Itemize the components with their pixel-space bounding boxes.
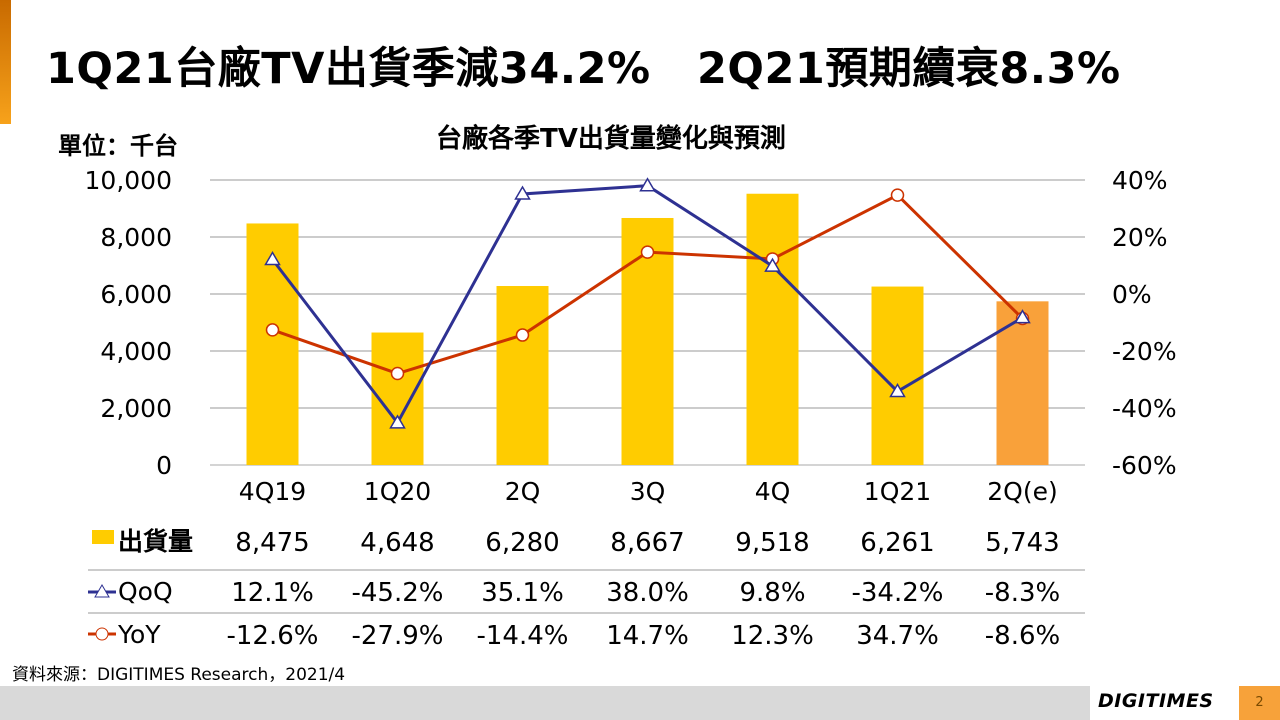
bar-2Q(e) <box>996 301 1049 465</box>
yoy-point <box>390 366 405 381</box>
left-tick-label: 0 <box>156 451 172 480</box>
left-tick-label: 10,000 <box>85 166 172 195</box>
category-label: 4Q19 <box>239 477 306 506</box>
left-tick-label: 4,000 <box>100 337 172 366</box>
right-tick-label: -40% <box>1112 394 1177 423</box>
legend-label-1: QoQ <box>118 577 173 606</box>
table-cell: 9,518 <box>735 528 809 558</box>
bar-3Q <box>621 217 674 465</box>
table-cell: 4,648 <box>360 528 434 558</box>
table-cell: 34.7% <box>856 621 939 651</box>
footer-bar <box>0 686 1090 720</box>
qoq-point <box>389 414 406 429</box>
source-note: 資料來源：DIGITIMES Research，2021/4 <box>12 665 346 685</box>
table-cell: -34.2% <box>852 578 944 608</box>
bar-4Q <box>746 193 799 465</box>
legend-label-0: 出貨量 <box>118 527 193 556</box>
right-tick-label: 20% <box>1112 223 1168 252</box>
yoy-point <box>890 188 905 202</box>
yoy-point <box>515 328 530 342</box>
table-cell: 12.1% <box>231 578 314 608</box>
table-cell: 6,280 <box>485 528 559 558</box>
qoq-point <box>764 257 781 272</box>
table-cell: 5,743 <box>985 528 1059 558</box>
category-label: 3Q <box>630 477 666 506</box>
qoq-point <box>264 251 281 266</box>
digitimes-logo: DIGITIMES <box>1098 690 1214 712</box>
table-cell: 12.3% <box>731 621 814 651</box>
table-cell: 38.0% <box>606 578 689 608</box>
qoq-point <box>1014 309 1031 324</box>
table-cell: 8,475 <box>235 528 309 558</box>
bar-2Q <box>496 286 549 465</box>
right-tick-label: -60% <box>1112 451 1177 480</box>
qoq-point <box>639 177 656 192</box>
qoq-point <box>514 185 531 200</box>
chart-title: 台廠各季TV出貨量變化與預測 <box>436 124 786 154</box>
table-cell: -27.9% <box>352 621 444 651</box>
category-label: 1Q20 <box>364 477 431 506</box>
left-tick-label: 6,000 <box>100 280 172 309</box>
category-label: 1Q21 <box>864 477 931 506</box>
table-cell: 35.1% <box>481 578 564 608</box>
slide-title: 1Q21台廠TV出貨季減34.2% 2Q21預期續衰8.3% <box>46 44 1121 94</box>
yoy-point <box>265 323 280 337</box>
bar-1Q21 <box>871 286 924 465</box>
table-cell: -8.3% <box>985 578 1060 608</box>
unit-label: 單位：千台 <box>58 132 178 160</box>
right-tick-label: 40% <box>1112 166 1168 195</box>
legend-key-yoy-marker <box>95 627 109 641</box>
page-number: 2 <box>1239 686 1280 720</box>
accent-bar <box>0 0 11 124</box>
table-cell: -45.2% <box>352 578 444 608</box>
left-tick-label: 2,000 <box>100 394 172 423</box>
yoy-point <box>640 245 655 259</box>
table-cell: 6,261 <box>860 528 934 558</box>
table-cell: -8.6% <box>985 621 1060 651</box>
table-cell: -12.6% <box>227 621 319 651</box>
legend-key-bar <box>92 530 114 544</box>
left-tick-label: 8,000 <box>100 223 172 252</box>
table-cell: 14.7% <box>606 621 689 651</box>
right-tick-label: 0% <box>1112 280 1152 309</box>
category-label: 4Q <box>755 477 791 506</box>
legend-label-2: YoY <box>117 620 161 649</box>
table-cell: 8,667 <box>610 528 684 558</box>
right-tick-label: -20% <box>1112 337 1177 366</box>
category-label: 2Q(e) <box>987 477 1057 506</box>
qoq-point <box>889 382 906 398</box>
category-label: 2Q <box>505 477 541 506</box>
table-cell: 9.8% <box>739 578 805 608</box>
table-cell: -14.4% <box>477 621 569 651</box>
legend-key-qoq-marker <box>94 584 110 598</box>
